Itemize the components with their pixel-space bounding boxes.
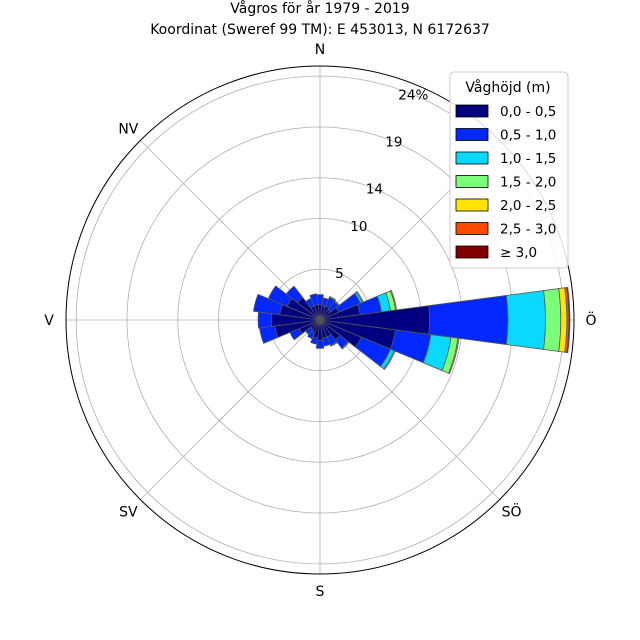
- rose-segment: [543, 288, 562, 352]
- direction-label: SÖ: [502, 503, 522, 521]
- rose-segment: [285, 285, 304, 304]
- rose-segment: [505, 290, 546, 350]
- rose-segment: [259, 325, 279, 344]
- rose-segment: [566, 286, 571, 354]
- legend-label: 0,0 - 0,5: [500, 104, 556, 120]
- direction-label: SV: [119, 505, 138, 521]
- legend-label: 1,0 - 1,5: [500, 151, 556, 167]
- rose-segment: [315, 339, 325, 349]
- legend-label: 2,0 - 2,5: [500, 198, 556, 214]
- rose-segment: [257, 311, 273, 329]
- rose-segment: [316, 294, 324, 306]
- legend-frame: [449, 71, 569, 269]
- legend-swatch: [455, 245, 489, 259]
- grid-spoke: [319, 319, 500, 500]
- direction-label: S: [316, 584, 325, 600]
- rose-segment: [329, 341, 338, 347]
- direction-label: Ö: [585, 311, 596, 329]
- legend-swatch: [455, 198, 489, 212]
- legend-label: 0,5 - 1,0: [500, 128, 556, 144]
- direction-label: N: [315, 42, 325, 58]
- radial-tick-label: 10: [350, 219, 367, 235]
- rose-segment: [328, 296, 337, 302]
- direction-label: NV: [118, 121, 138, 137]
- legend-label: 1,5 - 2,0: [500, 175, 556, 191]
- legend: Våghöjd (m) 0,0 - 0,5 0,5 - 1,0 1,0 - 1,5 1…: [449, 71, 569, 269]
- legend-label: ≥ 3,0: [500, 245, 537, 261]
- rose-segment: [383, 350, 396, 371]
- chart-title: Vågros för år 1979 - 2019: [230, 0, 409, 17]
- grid-spoke: [140, 319, 321, 500]
- legend-swatch: [455, 128, 489, 141]
- radial-tick-labels: 5 10 14 19 24%: [335, 88, 428, 282]
- rose-segment: [309, 293, 319, 307]
- legend-swatch: [455, 104, 489, 118]
- rose-segment: [341, 341, 350, 350]
- radial-tick-label: 19: [385, 135, 402, 151]
- rose-segment: [307, 329, 316, 340]
- legend-title: Våghöjd (m): [465, 79, 550, 96]
- rose-segment: [267, 285, 293, 307]
- legend-label: 2,5 - 3,0: [500, 222, 556, 238]
- direction-labels: N NV V SV S SÖ Ö: [44, 42, 596, 600]
- radial-tick-label: 14: [366, 182, 383, 198]
- outer-ring: [65, 65, 575, 575]
- chart-subtitle: Koordinat (Sweref 99 TM): E 453013, N 61…: [150, 22, 490, 38]
- legend-swatch: [455, 175, 489, 188]
- legend-swatch: [455, 151, 489, 165]
- radial-tick-label: 5: [335, 266, 344, 282]
- legend-items: 0,0 - 0,5 0,5 - 1,0 1,0 - 1,5 1,5 - 2,0 2,0 …: [455, 104, 556, 261]
- legend-swatch: [455, 222, 489, 235]
- rose-sectors: [253, 285, 571, 375]
- rose-segment: [253, 293, 283, 316]
- direction-label: V: [44, 313, 54, 329]
- radial-tick-label: 24%: [398, 88, 428, 104]
- rose-segment: [448, 337, 460, 375]
